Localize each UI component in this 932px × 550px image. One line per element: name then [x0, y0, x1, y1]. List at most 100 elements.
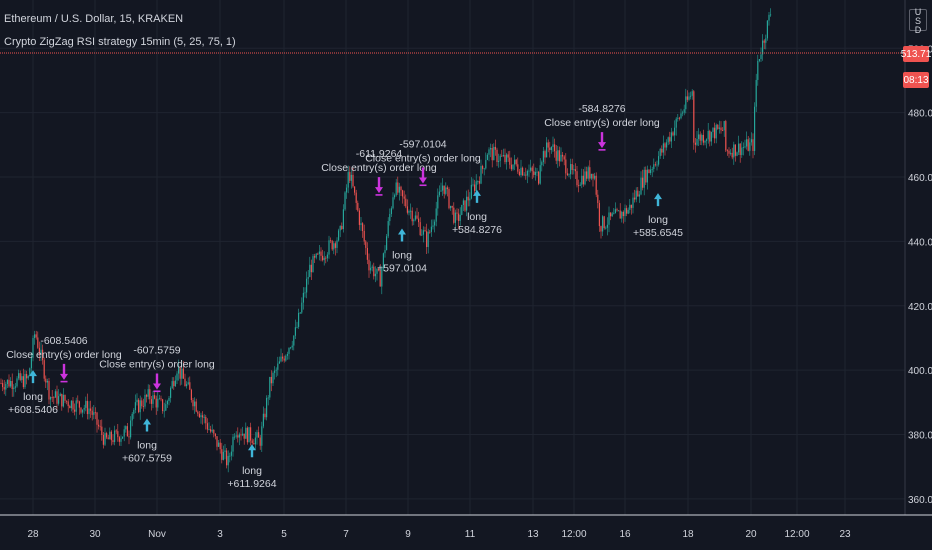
candle-body — [741, 147, 743, 155]
candle-body — [712, 127, 714, 132]
candle-body — [645, 169, 647, 183]
candle-body — [701, 134, 703, 141]
candle-body — [640, 177, 642, 195]
signal-label: long — [242, 465, 262, 477]
candle-body — [43, 360, 45, 379]
candle-body — [754, 106, 756, 151]
candle-body — [37, 337, 39, 348]
candle-body — [314, 256, 316, 258]
candle-body — [165, 404, 167, 411]
candle-body — [408, 211, 410, 213]
signal-pnl: +608.5406 — [8, 404, 58, 416]
candle-body — [99, 426, 101, 428]
candle-body — [147, 389, 149, 397]
close-signal: -607.5759 Close entry(s) order long — [99, 344, 215, 393]
candle-body — [96, 412, 98, 425]
candle-body — [578, 185, 580, 187]
candle-body — [213, 429, 215, 434]
candle-body — [365, 241, 367, 248]
candle-body — [453, 207, 455, 223]
candle-body — [398, 186, 400, 193]
candle-body — [677, 117, 679, 119]
candle-body — [462, 200, 464, 205]
signal-label: Close entry(s) order long — [321, 162, 437, 174]
candle-body — [91, 410, 93, 415]
exit-marker — [598, 149, 606, 151]
candle-body — [613, 213, 615, 215]
candle-body — [253, 443, 255, 445]
candle-body — [525, 174, 527, 176]
candle-body — [395, 182, 397, 196]
candle-body — [138, 399, 140, 413]
candle-body — [70, 400, 72, 409]
signal-pnl: -611.9264 — [356, 148, 403, 160]
currency-button[interactable]: USD — [909, 7, 927, 34]
candle-body — [173, 381, 175, 387]
candle-body — [592, 173, 594, 179]
candle-body — [246, 427, 248, 443]
candle-body — [451, 205, 453, 208]
candle-body — [14, 386, 16, 388]
candle-body — [419, 222, 421, 236]
candle-body — [690, 95, 692, 97]
x-tick-label: 7 — [343, 529, 349, 540]
candle-body — [270, 376, 272, 384]
candle-body — [571, 164, 573, 170]
candle-body — [22, 376, 24, 388]
candle-body — [101, 426, 103, 436]
signal-label: Close entry(s) order long — [365, 152, 481, 164]
candle-body — [155, 398, 157, 408]
candle-body — [206, 423, 208, 430]
up-arrow-icon — [473, 189, 481, 203]
candle-body — [187, 382, 189, 385]
candle-body — [507, 154, 509, 158]
candle-body — [58, 396, 60, 404]
candle-body — [574, 169, 576, 172]
signal-pnl: +597.0104 — [377, 263, 427, 275]
y-tick-label: 440.00 — [908, 237, 932, 248]
candle-body — [294, 327, 296, 336]
y-tick-label: 360.00 — [908, 495, 932, 506]
candle-body — [174, 380, 176, 387]
long-entry-signal: long+607.5759 — [122, 418, 172, 464]
x-tick-label: Nov — [148, 529, 166, 540]
candle-body — [534, 172, 536, 175]
candle-body — [306, 278, 308, 293]
candle-body — [522, 167, 524, 176]
candle-body — [170, 388, 172, 398]
candle-body — [6, 379, 8, 384]
candle-body — [461, 204, 463, 215]
candle-body — [707, 130, 709, 140]
candle-body — [93, 412, 95, 415]
candle-body — [373, 266, 375, 277]
candle-body — [582, 175, 584, 185]
candle-body — [674, 127, 676, 136]
candle-body — [432, 225, 434, 227]
candle-body — [67, 401, 69, 407]
candle-body — [691, 91, 693, 96]
y-tick-label: 380.00 — [908, 431, 932, 442]
signal-label: Close entry(s) order long — [99, 358, 215, 370]
time-axis[interactable]: 28 30 Nov 3 5 7 9 11 13 12:00 16 18 20 12:00 23 — [27, 529, 851, 540]
candle-body — [597, 194, 599, 204]
candle-body — [264, 413, 266, 418]
candle-body — [283, 358, 285, 361]
candle-body — [8, 379, 10, 387]
candle-body — [203, 416, 205, 418]
candle-body — [602, 216, 604, 232]
candle-body — [477, 181, 479, 182]
candle-body — [706, 139, 708, 141]
candle-body — [78, 401, 80, 408]
down-arrow-icon — [419, 167, 427, 184]
candle-body — [584, 171, 586, 185]
candle-body — [531, 167, 533, 172]
candle-body — [34, 334, 36, 339]
candle-body — [222, 451, 224, 460]
candle-body — [629, 204, 631, 210]
candle-body — [496, 149, 498, 162]
down-arrow-icon — [60, 363, 68, 380]
candle-body — [605, 227, 607, 229]
candle-body — [285, 355, 287, 361]
